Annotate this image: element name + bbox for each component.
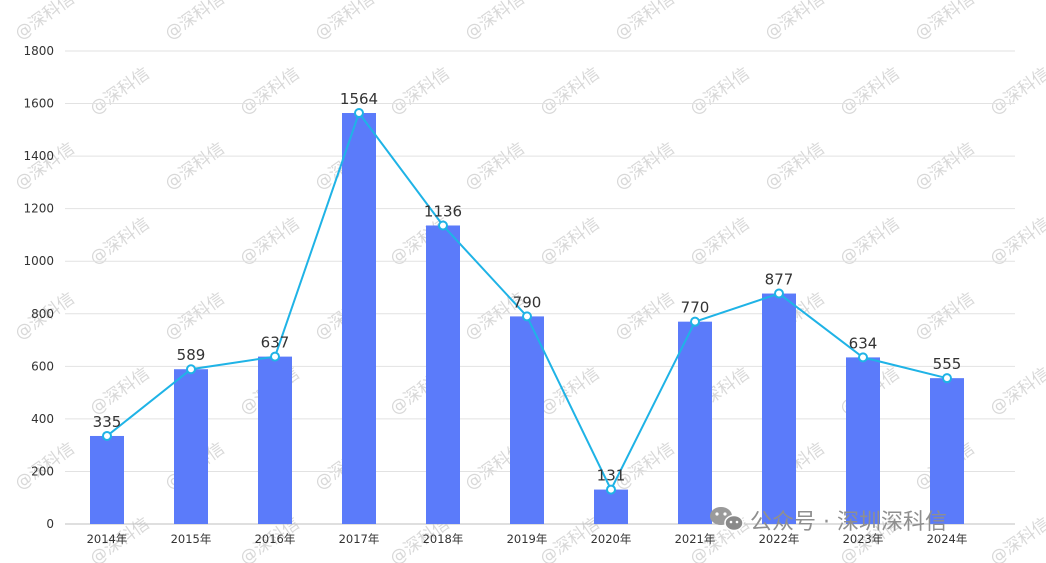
watermark-24: @深科信 [536, 64, 603, 119]
x-tick-label-7: 2021年 [675, 532, 716, 546]
bar-3 [342, 113, 376, 524]
watermark-52: @深科信 [161, 289, 228, 344]
watermark-11: @深科信 [11, 0, 78, 44]
line-point-6 [606, 484, 616, 495]
watermark-12: @深科信 [161, 0, 228, 44]
watermark-26: @深科信 [836, 64, 903, 119]
bar-5 [510, 316, 544, 524]
bar-1 [174, 369, 208, 524]
y-axis-ticks: 0 200 400 600 800 1000 1200 1400 1600 1800 [23, 44, 54, 531]
data-label-8: 877 [765, 271, 794, 289]
data-label-4: 1136 [424, 202, 462, 220]
watermark-15: @深科信 [611, 0, 678, 44]
data-label-5: 790 [513, 293, 542, 311]
line-point-1 [186, 364, 196, 375]
x-tick-label-10: 2024年 [927, 532, 968, 546]
x-tick-label-4: 2018年 [423, 532, 464, 546]
watermark-55: @深科信 [611, 289, 678, 344]
watermark-87: @深科信 [986, 514, 1046, 563]
watermark-34: @深科信 [461, 139, 528, 194]
trend-line [102, 108, 952, 495]
data-label-7: 770 [681, 299, 710, 317]
y-tick-label-8: 1600 [23, 97, 54, 111]
watermark-64: @深科信 [536, 364, 603, 419]
data-labels: 335 589 637 1564 1136 790 131 770 877 634 555 [93, 90, 962, 485]
bars [90, 113, 964, 525]
x-tick-label-1: 2015年 [171, 532, 212, 546]
y-tick-label-0: 0 [46, 517, 54, 531]
watermark-40: @深科信 [0, 214, 4, 269]
bar-2 [258, 356, 292, 524]
watermark-25: @深科信 [686, 64, 753, 119]
watermark-16: @深科信 [761, 0, 828, 44]
line-point-3 [354, 108, 364, 119]
y-tick-label-4: 800 [31, 307, 54, 321]
watermark-27: @深科信 [986, 64, 1046, 119]
watermark-67: @深科信 [986, 364, 1046, 419]
bar-9 [846, 357, 880, 524]
brand-footer: 公众号 · 深圳深科信 [710, 507, 947, 535]
y-tick-label-5: 1000 [23, 254, 54, 268]
watermark-32: @深科信 [161, 139, 228, 194]
y-tick-label-9: 1800 [23, 44, 54, 58]
brand-text: 公众号 · 深圳深科信 [750, 510, 947, 535]
data-label-2: 637 [261, 334, 290, 352]
x-tick-label-9: 2023年 [843, 532, 884, 546]
x-tick-label-3: 2017年 [339, 532, 380, 546]
data-label-9: 634 [849, 334, 878, 352]
watermark-80: @深科信 [0, 514, 4, 563]
x-tick-label-0: 2014年 [87, 532, 128, 546]
watermark-61: @深科信 [86, 364, 153, 419]
bar-7 [678, 321, 712, 524]
line-point-9 [858, 352, 868, 363]
x-tick-label-2: 2016年 [255, 532, 296, 546]
data-label-10: 555 [933, 355, 962, 373]
bar-6 [594, 489, 628, 524]
watermark-36: @深科信 [761, 139, 828, 194]
watermark-13: @深科信 [311, 0, 378, 44]
data-label-0: 335 [93, 413, 122, 431]
watermark-22: @深科信 [236, 64, 303, 119]
line-point-5 [522, 311, 532, 322]
x-axis-ticks: 2014年 2015年 2016年 2017年 2018年 2019年 2020年 2021年… [87, 532, 968, 546]
wechat-icon [710, 507, 744, 532]
watermark-17: @深科信 [911, 0, 978, 44]
line-point-7 [690, 316, 700, 327]
x-tick-label-6: 2020年 [591, 532, 632, 546]
watermark-35: @深科信 [611, 139, 678, 194]
bar-0 [90, 435, 124, 524]
line-point-10 [942, 373, 952, 384]
x-tick-label-5: 2019年 [507, 532, 548, 546]
watermark-37: @深科信 [911, 139, 978, 194]
bar-4 [426, 225, 460, 525]
y-tick-label-2: 400 [31, 412, 54, 426]
watermark-60: @深科信 [0, 364, 4, 419]
watermark-23: @深科信 [386, 64, 453, 119]
line-point-8 [774, 288, 784, 299]
line-point-4 [438, 220, 448, 231]
y-tick-label-3: 600 [31, 359, 54, 373]
watermark-21: @深科信 [86, 64, 153, 119]
y-tick-label-6: 1200 [23, 202, 54, 216]
watermark-31: @深科信 [11, 139, 78, 194]
watermark-20: @深科信 [0, 64, 4, 119]
x-tick-label-8: 2022年 [759, 532, 800, 546]
watermark-14: @深科信 [461, 0, 528, 44]
data-label-6: 131 [597, 467, 626, 485]
y-tick-label-7: 1400 [23, 149, 54, 163]
line-point-2 [270, 351, 280, 362]
y-tick-label-1: 200 [31, 464, 54, 478]
line-point-0 [102, 430, 112, 441]
data-label-3: 1564 [340, 90, 378, 108]
watermark-57: @深科信 [911, 289, 978, 344]
data-label-1: 589 [177, 346, 206, 364]
bar-10 [930, 378, 964, 524]
bar-8 [762, 293, 796, 524]
